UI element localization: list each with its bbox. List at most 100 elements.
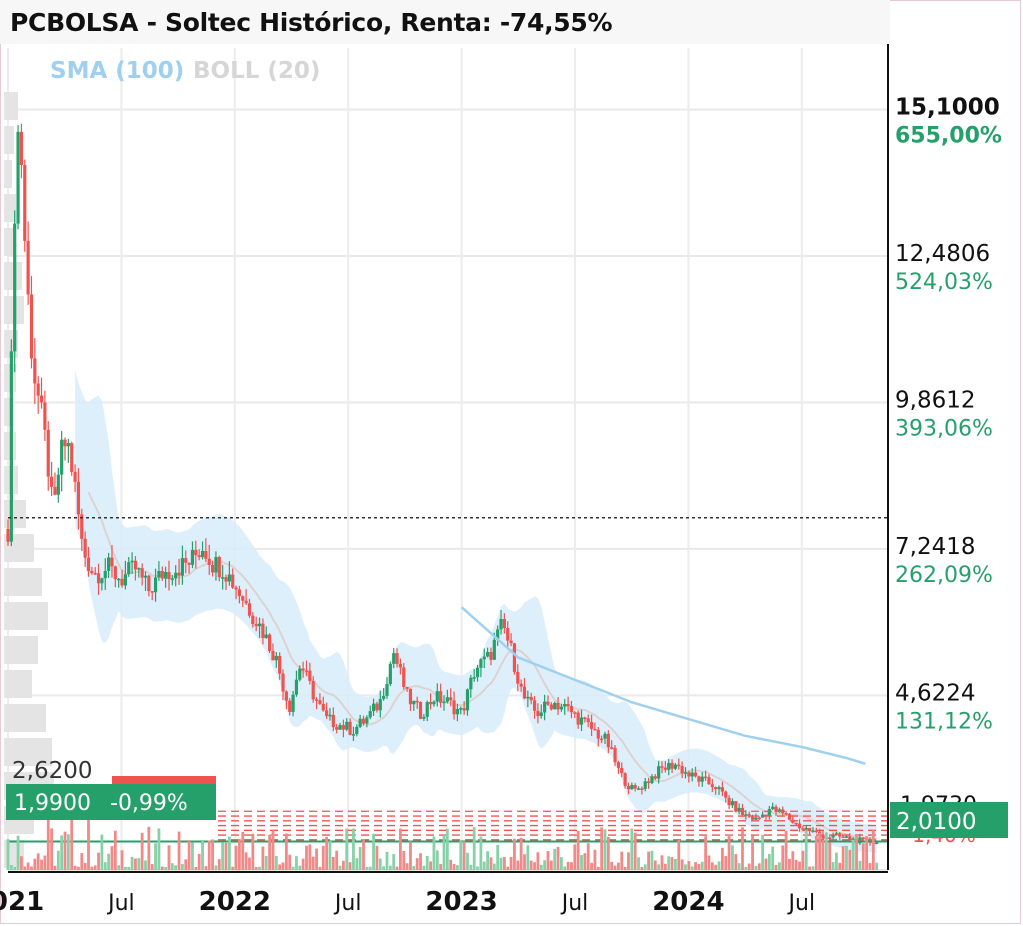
volume-bar [352,828,355,870]
volume-bar [838,862,842,870]
profile-bar [4,126,14,154]
volume-bar [556,846,560,870]
candle-body [546,701,550,705]
candle-body [838,833,842,837]
volume-bar [395,866,399,870]
volume-bar [221,842,225,870]
candle-body [506,627,510,641]
candle-body [650,776,654,784]
volume-bar [425,855,429,870]
volume-bar [630,828,634,870]
volume-bar [197,853,201,870]
volume-bar [341,860,345,870]
candle-body [284,691,288,701]
volume-bar [680,859,684,870]
candle-body [388,663,392,685]
volume-bar [667,856,671,870]
volume-bar [744,866,748,870]
chart-title: PCBOLSA - Soltec Histórico, Renta: -74,5… [10,8,613,37]
candle-body [566,704,570,707]
candle-body [140,568,144,578]
volume-bar [456,865,459,870]
volume-bar [442,835,446,870]
candle-body [834,833,839,835]
volume-bar [284,833,288,870]
candle-body [365,717,369,724]
candle-body [174,572,178,579]
candle-body [465,689,470,711]
volume-bar [419,853,422,870]
volume-bar [502,856,506,870]
volume-bar [469,864,473,870]
volume-bar [623,866,627,870]
candle-body [110,557,114,567]
candle-body [640,788,644,790]
volume-bar [704,836,708,870]
volume-bar [754,866,758,870]
volume-bar [150,864,154,870]
last-change-label: -0,99% [110,791,188,816]
candle-body [117,578,121,581]
candle-body [734,801,738,812]
candle-body [160,571,164,579]
y-tick-percent-label: 524,03% [895,270,993,295]
volume-bar [677,840,681,870]
volume-bar [268,834,272,870]
candle-body [180,558,185,576]
candle-body [375,703,379,711]
candle-body [583,717,587,720]
candle-body [442,701,446,704]
candle-body [93,572,97,575]
volume-bar [160,866,164,870]
volume-bar [298,865,302,870]
volume-bar [66,834,70,870]
candle-body [841,836,845,838]
volume-bar [110,846,114,870]
candle-body [190,549,195,565]
volume-bar [841,846,845,870]
candle-body [569,706,574,713]
volume-bar [684,864,687,870]
candle-body [761,814,765,818]
candle-body [683,772,688,774]
candle-body [53,486,57,495]
profile-bar [4,194,16,222]
volume-bar [53,865,57,870]
candle-body [754,817,758,820]
candle-body [663,767,667,770]
x-axis: 2021 Jul 2022 Jul 2023 Jul 2024 Jul [0,871,888,917]
candle-body [96,573,101,584]
candle-body [794,822,798,825]
volume-bar [824,832,828,870]
candle-body [120,578,124,586]
volume-bar [767,853,771,870]
candle-body [345,721,349,730]
volume-bars [6,816,888,871]
candle-body [680,766,684,774]
candle-body [167,571,171,580]
candle-body [153,577,158,593]
profile-bar [4,262,22,290]
volume-bar [362,839,365,870]
candle-body [170,578,174,580]
y-tick-percent-label: 393,06% [895,416,993,441]
candle-body [331,714,335,728]
profile-bar [4,160,12,188]
profile-bar [4,636,38,664]
volume-bar [674,858,677,870]
candle-body [335,727,339,730]
volume-bar [368,866,372,870]
volume-bar [697,863,701,870]
candle-body [9,351,13,542]
volume-bar [331,856,335,870]
volume-bar [378,858,382,870]
candle-body [616,762,621,768]
y-tick-price-label: 4,6224 [895,680,975,706]
candle-body [294,679,299,695]
volume-bar [325,836,329,870]
candle-body [19,131,24,165]
candle-body [757,817,761,820]
volume-bar [56,850,60,870]
candle-body [321,703,325,711]
